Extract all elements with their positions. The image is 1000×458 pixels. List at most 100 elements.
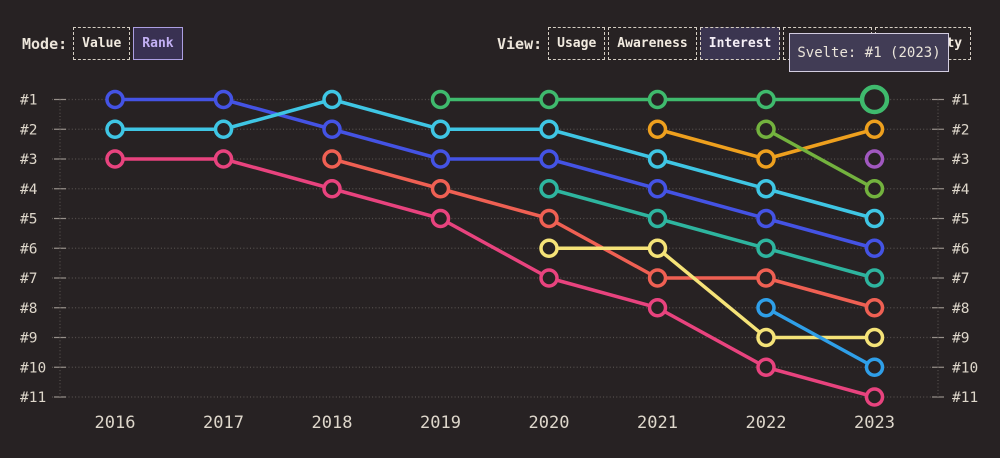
y-axis-label-left: #4 — [20, 182, 38, 198]
x-axis-label: 2018 — [312, 413, 353, 433]
marker-royal-blue-2016[interactable] — [105, 89, 125, 110]
y-axis-label-left: #11 — [20, 390, 46, 406]
y-axis-label-left: #2 — [20, 122, 37, 138]
y-axis-label-right: #4 — [952, 182, 970, 198]
marker-svelte-green-2019[interactable] — [430, 89, 451, 110]
x-axis-label: 2016 — [95, 413, 136, 433]
marker-royal-blue-2021[interactable] — [647, 179, 668, 199]
y-axis-label-right: #11 — [952, 390, 978, 406]
mode-option-rank[interactable]: Rank — [133, 27, 183, 60]
y-axis-label-right: #7 — [952, 271, 969, 287]
y-axis-label-left: #7 — [20, 271, 37, 287]
view-label: View: — [497, 34, 543, 53]
x-axis-label: 2017 — [203, 413, 244, 433]
marker-cyan-2023[interactable] — [864, 208, 885, 229]
marker-cyan-2016[interactable] — [105, 119, 125, 139]
x-axis-label: 2022 — [746, 413, 787, 433]
marker-sky-blue-2022[interactable] — [756, 298, 776, 318]
series-line-olive-green — [764, 127, 877, 191]
mode-label: Mode: — [22, 34, 68, 53]
view-option-usage[interactable]: Usage — [548, 27, 606, 60]
mode-toggle: Mode: Value Rank — [22, 27, 186, 60]
marker-orange-2023[interactable] — [864, 119, 885, 139]
marker-teal-2020[interactable] — [539, 179, 559, 199]
series-line-salmon-red — [330, 157, 877, 310]
y-axis-label-right: #9 — [952, 331, 969, 347]
x-axis-label: 2019 — [420, 413, 461, 433]
y-axis-label-left: #5 — [20, 212, 37, 228]
series-line-royal-blue — [113, 97, 877, 250]
marker-salmon-red-2021[interactable] — [647, 268, 668, 288]
marker-magenta-pink-2022[interactable] — [756, 357, 776, 377]
marker-yellow-2020[interactable] — [539, 238, 559, 258]
marker-magenta-pink-2017[interactable] — [213, 149, 234, 169]
y-axis-label-right: #6 — [952, 241, 969, 257]
marker-sky-blue-2023[interactable] — [864, 357, 885, 377]
y-axis-label-left: #1 — [20, 93, 37, 109]
marker-cyan-2017[interactable] — [213, 119, 234, 139]
marker-olive-green-2022[interactable] — [756, 119, 776, 139]
marker-magenta-pink-2016[interactable] — [105, 149, 125, 169]
series-line-sky-blue — [764, 306, 877, 369]
marker-magenta-pink-2023[interactable] — [864, 387, 885, 407]
marker-teal-2023[interactable] — [864, 268, 885, 288]
y-axis-label-left: #6 — [20, 241, 37, 257]
y-axis-label-right: #2 — [952, 122, 969, 138]
marker-orange-2021[interactable] — [647, 119, 668, 139]
series-line-magenta-pink — [113, 157, 877, 399]
view-option-interest[interactable]: Interest — [699, 27, 781, 60]
marker-royal-blue-2023[interactable] — [864, 238, 885, 258]
marker-cyan-2018[interactable] — [322, 89, 342, 110]
marker-yellow-2023[interactable] — [864, 327, 885, 348]
marker-royal-blue-2018[interactable] — [322, 119, 342, 139]
marker-olive-green-2023[interactable] — [864, 179, 885, 199]
marker-orange-2022[interactable] — [756, 149, 776, 169]
marker-royal-blue-2022[interactable] — [756, 208, 776, 229]
y-axis-label-right: #1 — [952, 93, 969, 109]
x-axis-label: 2023 — [854, 413, 895, 433]
marker-cyan-2019[interactable] — [430, 119, 451, 139]
marker-salmon-red-2018[interactable] — [322, 149, 342, 169]
y-axis-label-left: #9 — [20, 331, 37, 347]
x-axis-label: 2020 — [529, 413, 570, 433]
tooltip: Svelte: #1 (2023) — [789, 33, 949, 72]
marker-svelte-green-2021[interactable] — [647, 89, 668, 110]
marker-purple-2023[interactable] — [864, 149, 885, 169]
mode-option-value[interactable]: Value — [73, 27, 131, 60]
marker-cyan-2022[interactable] — [756, 179, 776, 199]
marker-yellow-2021[interactable] — [647, 238, 668, 258]
marker-salmon-red-2019[interactable] — [430, 179, 451, 199]
marker-yellow-2022[interactable] — [756, 327, 776, 348]
marker-salmon-red-2023[interactable] — [864, 298, 885, 318]
marker-royal-blue-2020[interactable] — [539, 149, 559, 169]
y-axis-label-right: #8 — [952, 301, 969, 317]
marker-salmon-red-2020[interactable] — [539, 208, 559, 229]
marker-svelte-green-2023[interactable] — [859, 84, 890, 115]
view-option-awareness[interactable]: Awareness — [608, 27, 697, 60]
marker-svelte-green-2020[interactable] — [539, 89, 559, 110]
marker-magenta-pink-2021[interactable] — [647, 298, 668, 318]
series-line-teal — [547, 187, 877, 280]
marker-teal-2021[interactable] — [647, 208, 668, 229]
marker-teal-2022[interactable] — [756, 238, 776, 258]
marker-svelte-green-2022[interactable] — [756, 89, 776, 110]
mode-buttons: Value Rank — [73, 27, 185, 60]
marker-cyan-2021[interactable] — [647, 149, 668, 169]
marker-salmon-red-2022[interactable] — [756, 268, 776, 288]
y-axis-label-right: #3 — [952, 152, 969, 168]
marker-magenta-pink-2018[interactable] — [322, 179, 342, 199]
y-axis-label-left: #3 — [20, 152, 37, 168]
marker-royal-blue-2017[interactable] — [213, 89, 234, 110]
tooltip-text: Svelte: #1 (2023) — [797, 44, 941, 61]
series-line-cyan — [113, 97, 877, 221]
marker-royal-blue-2019[interactable] — [430, 149, 451, 169]
marker-magenta-pink-2020[interactable] — [539, 268, 559, 288]
marker-magenta-pink-2019[interactable] — [430, 208, 451, 229]
y-axis-label-right: #10 — [952, 360, 978, 376]
y-axis-label-right: #5 — [952, 212, 969, 228]
y-axis-label-left: #8 — [20, 301, 37, 317]
marker-cyan-2020[interactable] — [539, 119, 559, 139]
y-axis-label-left: #10 — [20, 360, 46, 376]
x-axis-label: 2021 — [637, 413, 678, 433]
